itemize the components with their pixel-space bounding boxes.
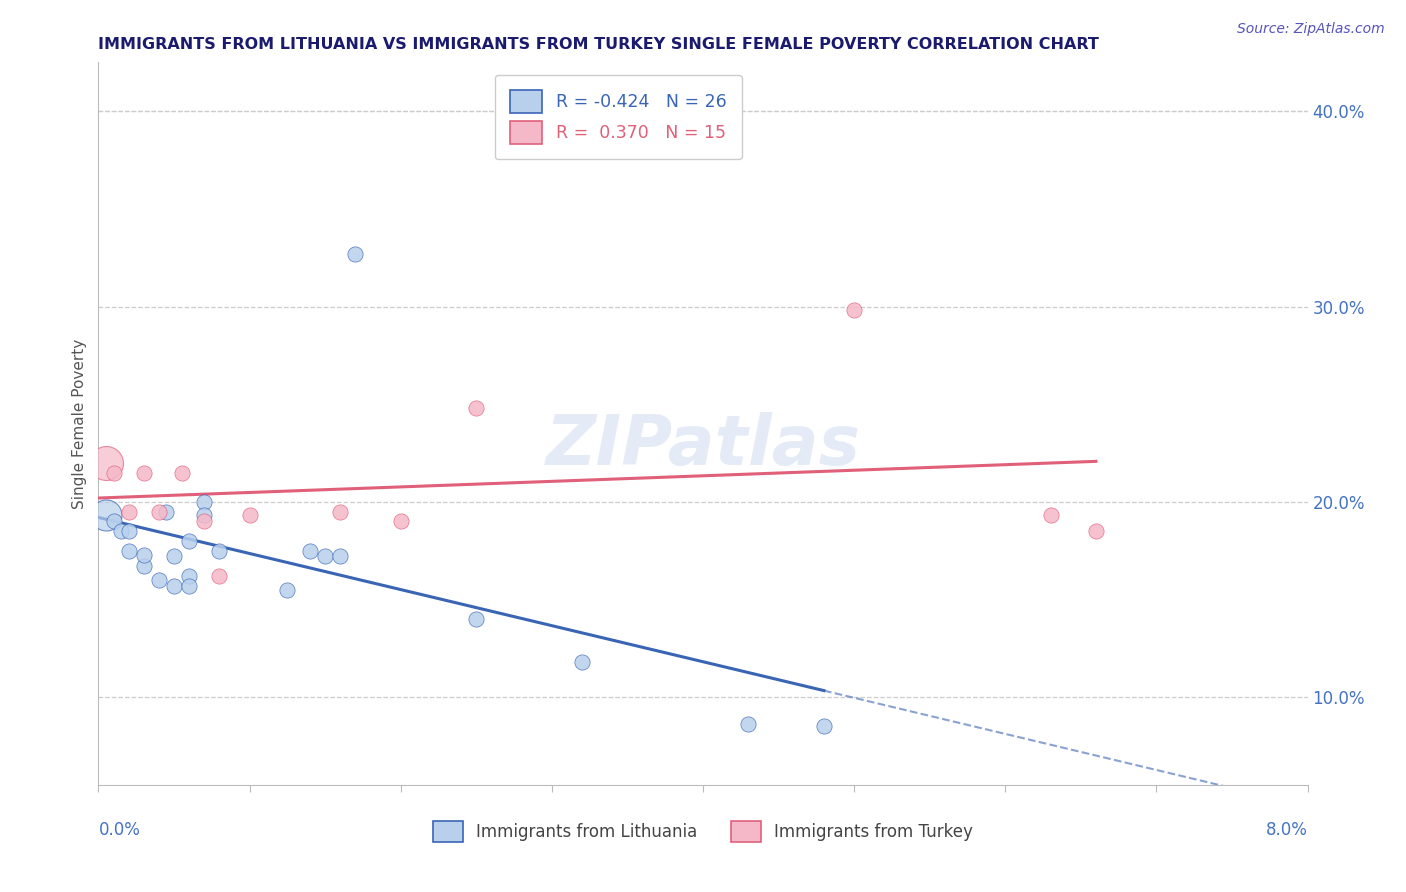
Point bbox=[276, 582, 298, 597]
Point bbox=[1039, 508, 1062, 523]
Legend: Immigrants from Lithuania, Immigrants from Turkey: Immigrants from Lithuania, Immigrants fr… bbox=[426, 814, 980, 849]
Point bbox=[118, 505, 141, 519]
Point bbox=[132, 466, 155, 480]
Text: Source: ZipAtlas.com: Source: ZipAtlas.com bbox=[1237, 22, 1385, 37]
Point bbox=[132, 559, 155, 574]
Point bbox=[208, 543, 231, 558]
Point bbox=[844, 303, 866, 318]
Point bbox=[208, 569, 231, 583]
Point bbox=[179, 569, 201, 583]
Point bbox=[314, 549, 336, 564]
Point bbox=[465, 401, 488, 415]
Point bbox=[737, 717, 759, 731]
Point bbox=[163, 579, 186, 593]
Point bbox=[193, 495, 215, 509]
Point bbox=[94, 456, 117, 470]
Point bbox=[110, 524, 132, 538]
Text: IMMIGRANTS FROM LITHUANIA VS IMMIGRANTS FROM TURKEY SINGLE FEMALE POVERTY CORREL: IMMIGRANTS FROM LITHUANIA VS IMMIGRANTS … bbox=[98, 37, 1099, 52]
Point bbox=[118, 543, 141, 558]
Point bbox=[94, 508, 117, 523]
Y-axis label: Single Female Poverty: Single Female Poverty bbox=[72, 339, 87, 508]
Point bbox=[299, 543, 322, 558]
Point bbox=[118, 524, 141, 538]
Point bbox=[813, 719, 835, 733]
Text: 8.0%: 8.0% bbox=[1265, 821, 1308, 838]
Point bbox=[1085, 524, 1108, 538]
Point bbox=[179, 579, 201, 593]
Point bbox=[344, 247, 367, 261]
Point bbox=[193, 508, 215, 523]
Text: ZIPatlas: ZIPatlas bbox=[546, 412, 860, 479]
Text: 0.0%: 0.0% bbox=[98, 821, 141, 838]
Point bbox=[465, 612, 488, 626]
Point bbox=[132, 548, 155, 562]
Point bbox=[571, 655, 593, 669]
Point bbox=[239, 508, 262, 523]
Point bbox=[148, 573, 170, 587]
Point bbox=[103, 466, 125, 480]
Point bbox=[329, 549, 352, 564]
Point bbox=[148, 505, 170, 519]
Point bbox=[155, 505, 177, 519]
Point bbox=[179, 533, 201, 548]
Point bbox=[193, 514, 215, 528]
Point bbox=[329, 505, 352, 519]
Point bbox=[163, 549, 186, 564]
Point bbox=[170, 466, 193, 480]
Point bbox=[103, 514, 125, 528]
Point bbox=[389, 514, 412, 528]
